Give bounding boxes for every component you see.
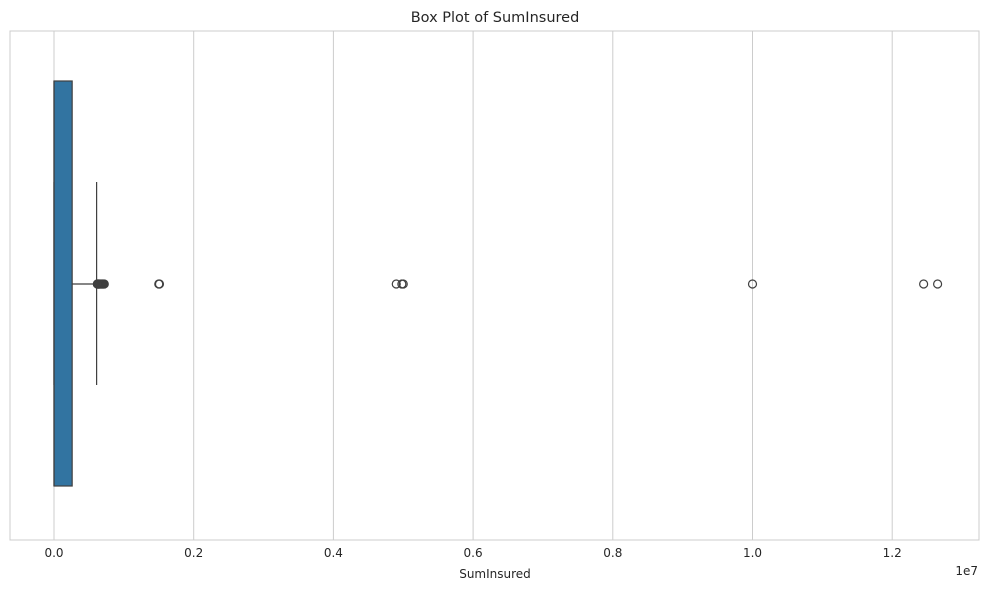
x-axis-offset-label: 1e7 [955, 564, 978, 578]
chart-title: Box Plot of SumInsured [411, 10, 580, 26]
x-tick-label: 0.2 [184, 546, 203, 560]
plot-area [9, 30, 980, 541]
outlier-point [747, 279, 758, 289]
grid-lines [53, 31, 893, 540]
x-tick-label: 1.0 [743, 546, 762, 560]
outlier-point [99, 279, 109, 289]
x-tick-label: 0.6 [464, 546, 483, 560]
outlier-point [398, 279, 408, 289]
x-tick-labels: 0.0 0.2 0.4 0.6 0.8 1.0 1.2 [44, 546, 901, 560]
x-axis-label: SumInsured [459, 567, 531, 581]
outlier-point [919, 279, 929, 289]
x-tick-label: 0.4 [324, 546, 343, 560]
x-tick-label: 0.8 [603, 546, 622, 560]
outlier-point [154, 279, 165, 289]
outlier-point [933, 279, 943, 289]
x-tick-label: 1.2 [883, 546, 902, 560]
box-plot-marks [53, 80, 943, 487]
outlier-point [391, 279, 401, 289]
iqr-box [53, 80, 73, 487]
x-tick-label: 0.0 [44, 546, 63, 560]
